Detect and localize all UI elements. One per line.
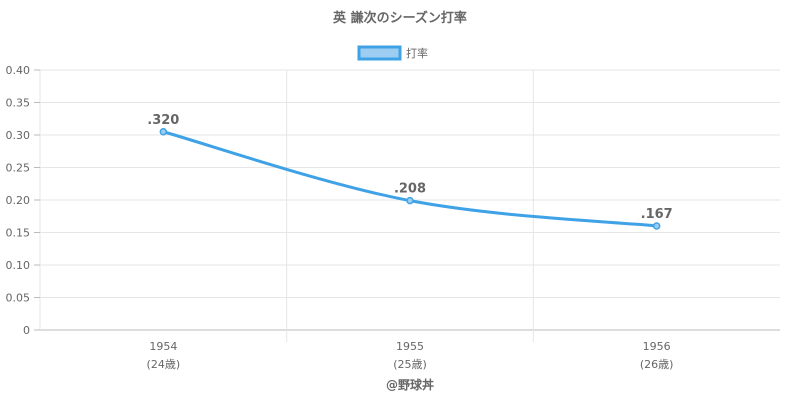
legend-swatch (357, 45, 402, 61)
legend[interactable]: 打率 (357, 45, 428, 61)
y-tick-label: 0.40 (6, 64, 31, 77)
data-label: .320 (147, 113, 179, 128)
y-tick-label: 0.15 (6, 227, 31, 240)
data-label: .167 (641, 207, 673, 222)
series-line (162, 130, 657, 228)
y-tick-label: 0.05 (6, 292, 31, 305)
x-tick-sublabel: (26歳) (640, 358, 674, 371)
y-tick-label: 0 (23, 324, 30, 337)
chart-title: 英 謙次のシーズン打率 (332, 10, 467, 26)
data-labels: .320 .208 .167 (147, 113, 672, 222)
x-tick-sublabel: (25歳) (393, 358, 427, 371)
y-tick-label: 0.25 (6, 162, 31, 175)
data-point[interactable] (159, 128, 168, 136)
legend-label: 打率 (406, 46, 428, 60)
y-tick-label: 0.35 (6, 97, 31, 110)
y-tick-label: 0.20 (6, 194, 31, 207)
x-tick-label: 1955 (396, 340, 424, 353)
data-points[interactable] (159, 128, 661, 230)
x-tick-label: 1954 (149, 340, 177, 353)
y-tick-label: 0.30 (6, 129, 31, 142)
x-tick-label: 1956 (643, 340, 671, 353)
grid (39, 69, 780, 342)
credit-text: @野球丼 (386, 377, 434, 392)
x-axis: 1954 (24歳) 1955 (25歳) 1956 (26歳) (147, 340, 674, 371)
data-point[interactable] (406, 196, 414, 205)
x-tick-sublabel: (24歳) (147, 358, 181, 371)
y-axis: 0 0.05 0.10 0.15 0.20 0.25 0.30 0.35 0.40 (6, 64, 40, 337)
data-label: .208 (394, 182, 426, 197)
y-tick-label: 0.10 (6, 259, 31, 272)
data-point[interactable] (652, 222, 661, 230)
